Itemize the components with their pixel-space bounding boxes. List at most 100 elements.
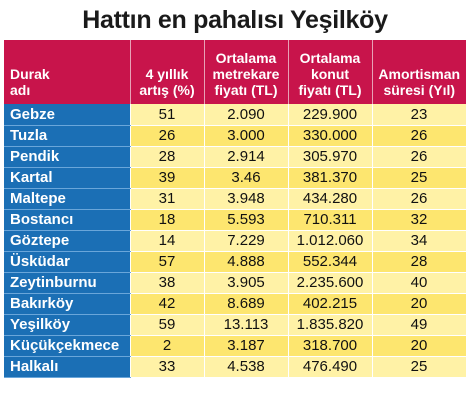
home-price-cell: 476.490 <box>288 356 373 378</box>
header-payback-line2: süresi (Yıl) <box>383 82 456 98</box>
header-sqm-line3: fiyatı (TL) <box>214 82 278 98</box>
increase-cell: 26 <box>130 125 205 147</box>
station-name-cell: Bostancı <box>4 209 131 231</box>
header-sqm-price: Ortalama metrekare fiyatı (TL) <box>204 40 289 104</box>
increase-cell: 31 <box>130 188 205 210</box>
table-row: Zeytinburnu 38 3.905 2.235.600 40 <box>4 272 467 294</box>
table-row: Bostancı 18 5.593 710.311 32 <box>4 209 467 231</box>
increase-cell: 38 <box>130 272 205 294</box>
increase-cell: 18 <box>130 209 205 231</box>
table-row: Halkalı 33 4.538 476.490 25 <box>4 356 467 378</box>
home-price-cell: 710.311 <box>288 209 373 231</box>
sqm-price-cell: 3.948 <box>204 188 289 210</box>
header-increase-line1: 4 yıllık <box>145 66 189 82</box>
sqm-price-cell: 3.46 <box>204 167 289 189</box>
increase-cell: 14 <box>130 230 205 252</box>
header-increase-line2: artış (%) <box>139 82 195 98</box>
station-name-cell: Göztepe <box>4 230 131 252</box>
increase-cell: 59 <box>130 314 205 336</box>
sqm-price-cell: 4.538 <box>204 356 289 378</box>
sqm-price-cell: 8.689 <box>204 293 289 315</box>
sqm-price-cell: 3.187 <box>204 335 289 357</box>
header-station: Durak adı <box>4 40 131 104</box>
home-price-cell: 1.835.820 <box>288 314 373 336</box>
station-name-cell: Tuzla <box>4 125 131 147</box>
table-row: Yeşilköy 59 13.113 1.835.820 49 <box>4 314 467 336</box>
payback-cell: 26 <box>372 188 467 210</box>
increase-cell: 33 <box>130 356 205 378</box>
payback-cell: 26 <box>372 125 467 147</box>
payback-cell: 40 <box>372 272 467 294</box>
sqm-price-cell: 5.593 <box>204 209 289 231</box>
increase-cell: 42 <box>130 293 205 315</box>
payback-cell: 26 <box>372 146 467 168</box>
table-body: Gebze 51 2.090 229.900 23 Tuzla 26 3.000 330.000… <box>4 104 467 378</box>
sqm-price-cell: 13.113 <box>204 314 289 336</box>
table-row: Kartal 39 3.46 381.370 25 <box>4 167 467 189</box>
home-price-cell: 381.370 <box>288 167 373 189</box>
table-row: Bakırköy 42 8.689 402.215 20 <box>4 293 467 315</box>
sqm-price-cell: 7.229 <box>204 230 289 252</box>
station-name-cell: Bakırköy <box>4 293 131 315</box>
station-name-cell: Üsküdar <box>4 251 131 273</box>
station-name-cell: Küçükçekmece <box>4 335 131 357</box>
table-header-row: Durak adı 4 yıllık artış (%) Ortalama me… <box>4 40 466 104</box>
header-home-line3: fiyatı (TL) <box>298 82 362 98</box>
header-increase: 4 yıllık artış (%) <box>130 40 205 104</box>
station-name-cell: Pendik <box>4 146 131 168</box>
header-home-line1: Ortalama <box>299 50 361 66</box>
payback-cell: 20 <box>372 335 467 357</box>
header-station-line1: Durak <box>10 66 50 82</box>
station-name-cell: Gebze <box>4 104 131 126</box>
station-name-cell: Maltepe <box>4 188 131 210</box>
home-price-cell: 552.344 <box>288 251 373 273</box>
home-price-cell: 318.700 <box>288 335 373 357</box>
payback-cell: 32 <box>372 209 467 231</box>
payback-cell: 20 <box>372 293 467 315</box>
payback-cell: 25 <box>372 356 467 378</box>
table-row: Tuzla 26 3.000 330.000 26 <box>4 125 467 147</box>
station-name-cell: Halkalı <box>4 356 131 378</box>
increase-cell: 57 <box>130 251 205 273</box>
payback-cell: 28 <box>372 251 467 273</box>
table-row: Gebze 51 2.090 229.900 23 <box>4 104 467 126</box>
header-home-price: Ortalama konut fiyatı (TL) <box>288 40 373 104</box>
table-row: Pendik 28 2.914 305.970 26 <box>4 146 467 168</box>
header-payback-line1: Amortisman <box>378 66 461 82</box>
home-price-cell: 305.970 <box>288 146 373 168</box>
station-name-cell: Yeşilköy <box>4 314 131 336</box>
table-row: Göztepe 14 7.229 1.012.060 34 <box>4 230 467 252</box>
payback-cell: 49 <box>372 314 467 336</box>
payback-cell: 25 <box>372 167 467 189</box>
header-home-line2: konut <box>310 66 350 82</box>
sqm-price-cell: 2.090 <box>204 104 289 126</box>
station-name-cell: Kartal <box>4 167 131 189</box>
home-price-cell: 402.215 <box>288 293 373 315</box>
header-sqm-line2: metrekare <box>212 66 280 82</box>
table-row: Üsküdar 57 4.888 552.344 28 <box>4 251 467 273</box>
increase-cell: 51 <box>130 104 205 126</box>
table-row: Maltepe 31 3.948 434.280 26 <box>4 188 467 210</box>
sqm-price-cell: 4.888 <box>204 251 289 273</box>
home-price-cell: 2.235.600 <box>288 272 373 294</box>
increase-cell: 2 <box>130 335 205 357</box>
home-price-cell: 229.900 <box>288 104 373 126</box>
payback-cell: 34 <box>372 230 467 252</box>
table-row: Küçükçekmece 2 3.187 318.700 20 <box>4 335 467 357</box>
page-title: Hattın en pahalısı Yeşilköy <box>82 6 388 34</box>
header-payback: Amortisman süresi (Yıl) <box>372 40 466 104</box>
home-price-cell: 330.000 <box>288 125 373 147</box>
price-table: Durak adı 4 yıllık artış (%) Ortalama me… <box>4 40 467 378</box>
payback-cell: 23 <box>372 104 467 126</box>
sqm-price-cell: 3.905 <box>204 272 289 294</box>
header-sqm-line1: Ortalama <box>215 50 277 66</box>
sqm-price-cell: 3.000 <box>204 125 289 147</box>
home-price-cell: 434.280 <box>288 188 373 210</box>
increase-cell: 28 <box>130 146 205 168</box>
sqm-price-cell: 2.914 <box>204 146 289 168</box>
header-station-line2: adı <box>10 82 31 98</box>
increase-cell: 39 <box>130 167 205 189</box>
station-name-cell: Zeytinburnu <box>4 272 131 294</box>
home-price-cell: 1.012.060 <box>288 230 373 252</box>
